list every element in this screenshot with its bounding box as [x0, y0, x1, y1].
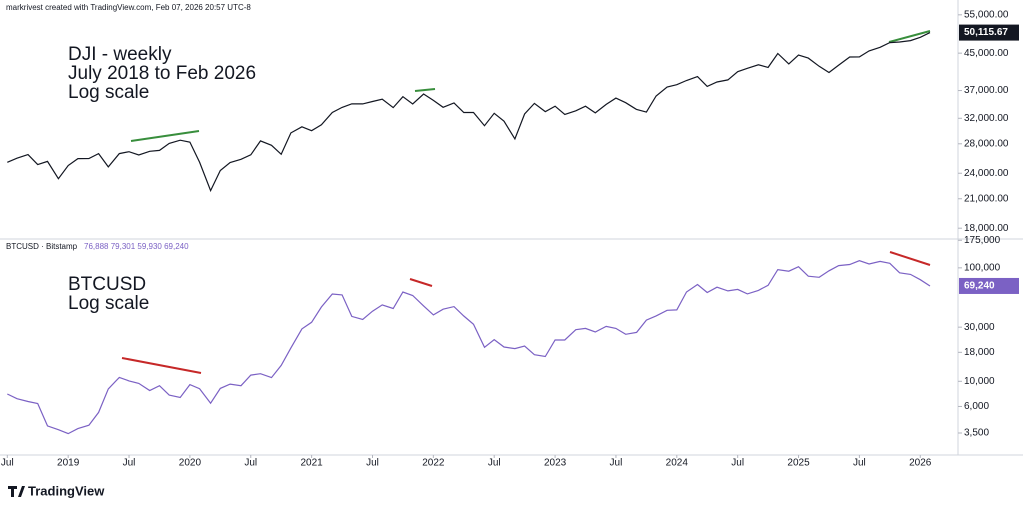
x-tick-label: Jul	[610, 458, 623, 469]
x-tick-label: 2021	[300, 458, 323, 469]
x-tick-label: 2019	[57, 458, 80, 469]
y-tick-label: 3,500	[964, 428, 989, 439]
y-tick-label: 45,000.00	[964, 48, 1009, 59]
header: markrivest created with TradingView.com,…	[6, 3, 251, 12]
legend-title: BTCUSD · Bitstamp	[6, 242, 78, 251]
trend-line	[409, 278, 433, 287]
y-tick-label: 30,000	[964, 322, 995, 333]
x-tick-label: Jul	[244, 458, 257, 469]
annotation: Log scale	[68, 82, 149, 103]
x-tick-label: Jul	[731, 458, 744, 469]
trend-line	[121, 357, 202, 374]
trend-line	[888, 30, 931, 43]
brand: TradingView	[28, 483, 105, 498]
x-tick-label: 2026	[909, 458, 932, 469]
logo: TradingView	[8, 483, 105, 498]
y-tick-label: 100,000	[964, 262, 1001, 273]
trend-line	[414, 88, 436, 92]
last-value-box	[959, 24, 1019, 41]
y-tick-label: 32,000.00	[964, 113, 1009, 124]
y-tick-label: 55,000.00	[964, 9, 1009, 20]
x-tick-label: 2022	[422, 458, 445, 469]
trend-lines	[121, 30, 931, 374]
y-tick-label: 37,000.00	[964, 85, 1009, 96]
trend-line	[889, 251, 931, 266]
y-tick-label: 21,000.00	[964, 193, 1009, 204]
price-line	[7, 32, 931, 193]
x-tick-label: Jul	[123, 458, 136, 469]
annotation: BTCUSD	[68, 274, 146, 295]
last-value-label: 50,115.67	[964, 27, 1008, 38]
x-tick-label: 2024	[666, 458, 689, 469]
x-tick-label: 2025	[787, 458, 810, 469]
price-line	[7, 260, 931, 435]
x-tick-label: Jul	[1, 458, 14, 469]
x-tick-label: 2020	[179, 458, 202, 469]
y-tick-label: 18,000.00	[964, 223, 1009, 234]
x-tick-label: 2023	[544, 458, 567, 469]
annotation: July 2018 to Feb 2026	[68, 63, 256, 84]
y-tick-label: 175,000	[964, 235, 1001, 246]
x-tick-label: Jul	[853, 458, 866, 469]
last-value-label: 69,240	[964, 281, 995, 292]
y-tick-label: 10,000	[964, 376, 995, 387]
logo-mark	[8, 486, 25, 497]
y-tick-label: 28,000.00	[964, 138, 1009, 149]
y-tick-label: 24,000.00	[964, 168, 1009, 179]
last-value-box	[959, 277, 1019, 294]
annotation: DJI - weekly	[68, 44, 172, 65]
annotation: Log scale	[68, 293, 149, 314]
y-tick-label: 18,000	[964, 347, 995, 358]
x-tick-label: Jul	[366, 458, 379, 469]
trend-line	[130, 130, 200, 142]
y-tick-label: 6,000	[964, 401, 989, 412]
legend-values: 76,888 79,301 59,930 69,240	[84, 242, 189, 251]
x-tick-label: Jul	[488, 458, 501, 469]
